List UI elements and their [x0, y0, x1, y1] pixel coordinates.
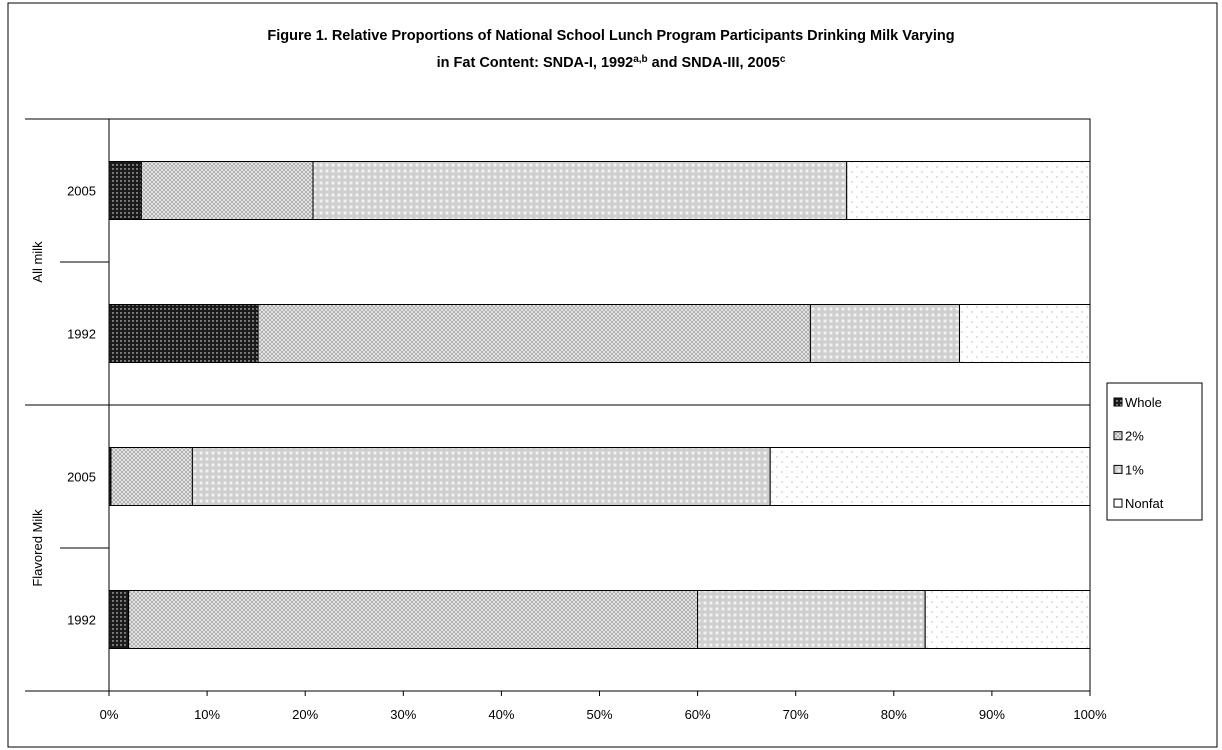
title-part: in Fat Content: SNDA-I, 1992: [437, 55, 634, 71]
legend-swatch: [1113, 498, 1123, 508]
y-tick-label: 2005: [67, 470, 96, 485]
y-tick-label: 1992: [67, 613, 96, 628]
group-label: All milk: [30, 241, 45, 283]
x-tick-label: 100%: [1073, 707, 1107, 722]
x-tick-label: 80%: [881, 707, 907, 722]
legend-label: 1%: [1125, 462, 1144, 477]
bar-segment: [846, 161, 1091, 220]
bar-segment: [769, 447, 1091, 506]
legend-swatch: [1113, 397, 1123, 407]
y-tick-label: 2005: [67, 184, 96, 199]
x-tick-label: 30%: [390, 707, 416, 722]
legend-swatch: [1113, 464, 1123, 474]
x-tick-label: 10%: [194, 707, 220, 722]
x-tick-label: 50%: [586, 707, 612, 722]
x-tick-label: 90%: [979, 707, 1005, 722]
legend-label: Nonfat: [1125, 496, 1164, 511]
title-part: and SNDA-III, 2005: [648, 55, 780, 71]
x-tick-label: 60%: [685, 707, 711, 722]
bar-segment: [809, 304, 961, 363]
x-tick-label: 20%: [292, 707, 318, 722]
bar-segment: [959, 304, 1091, 363]
legend-label: 2%: [1125, 429, 1144, 444]
bar-segment: [108, 590, 130, 649]
title-sup: c: [780, 54, 786, 65]
title-sup: a,b: [633, 54, 647, 65]
legend-swatch: [1113, 431, 1123, 441]
x-tick-label: 0%: [100, 707, 119, 722]
y-tick-label: 1992: [67, 327, 96, 342]
bar-segment: [128, 590, 699, 649]
bar-segment: [191, 447, 771, 506]
group-label: Flavored Milk: [30, 509, 45, 587]
chart-title: in Fat Content: SNDA-I, 1992a,b and SNDA…: [437, 54, 786, 72]
bar-segment: [924, 590, 1091, 649]
chart-title: Figure 1. Relative Proportions of Nation…: [267, 28, 954, 44]
legend-box: [1106, 382, 1203, 521]
bar-segment: [110, 447, 193, 506]
bar-segment: [108, 304, 259, 363]
legend-label: Whole: [1125, 395, 1162, 410]
bar-segment: [108, 161, 142, 220]
x-tick-label: 40%: [488, 707, 514, 722]
bar-segment: [140, 161, 314, 220]
x-tick-label: 70%: [783, 707, 809, 722]
title-line: Figure 1. Relative Proportions of Nation…: [267, 28, 954, 44]
bar-segment: [257, 304, 811, 363]
bar-segment: [697, 590, 926, 649]
bar-segment: [312, 161, 848, 220]
